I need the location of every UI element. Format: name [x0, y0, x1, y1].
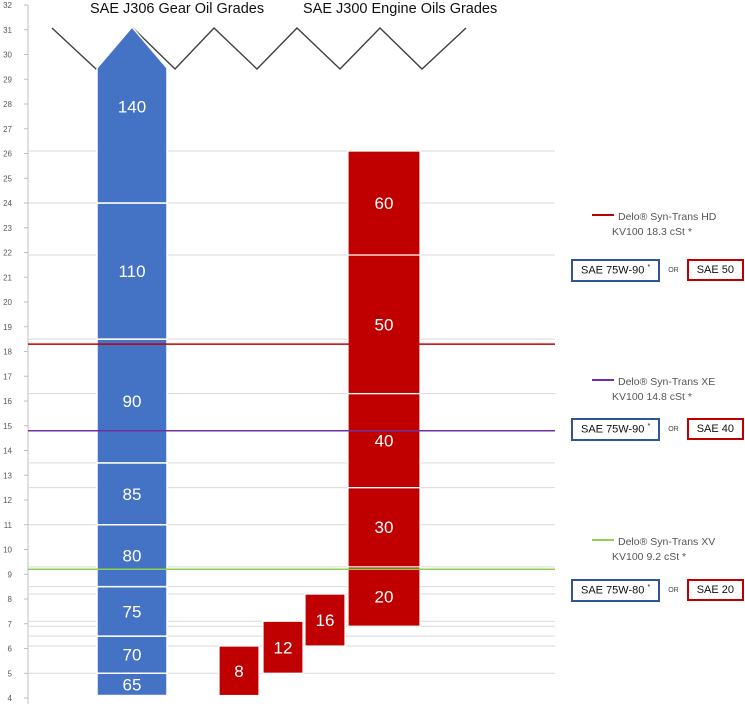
engine-grade-box-xv: SAE 20: [686, 579, 744, 602]
ref-name-xe: Delo® Syn-Trans XE: [618, 376, 716, 388]
y-tick-label: 31: [3, 26, 12, 35]
ref-swatch-hd: [592, 214, 614, 217]
ref-kv-hd: KV100 18.3 cSt *: [612, 226, 692, 238]
gear-bar-segment: [96, 635, 168, 674]
ref-name-xv: Delo® Syn-Trans XV: [618, 536, 716, 548]
y-tick-label: 9: [8, 570, 13, 579]
or-text-xv: OR: [668, 586, 679, 594]
gear-bar-label: 75: [123, 602, 142, 621]
y-tick-label: 8: [8, 595, 13, 604]
grade-row-xv: SAE 75W-80 * OR SAE 20: [571, 579, 744, 602]
gear-bar-segment: [96, 524, 168, 588]
engine-bar-label: 40: [375, 432, 394, 451]
gear-bar-label: 65: [123, 675, 142, 694]
y-tick-label: 21: [3, 273, 12, 282]
y-tick-label: 28: [3, 100, 12, 109]
engine-grade-box-hd: SAE 50: [686, 259, 744, 282]
grade-row-hd: SAE 75W-90 * OR SAE 50: [571, 259, 744, 282]
y-tick-label: 15: [3, 422, 12, 431]
gear-grade-box-hd: SAE 75W-90 *: [571, 259, 661, 282]
ref-kv-xv: KV100 9.2 cSt *: [612, 551, 687, 563]
gear-bar-segment: [96, 585, 168, 637]
engine-grade-box-xe: SAE 40: [686, 418, 744, 441]
gear-grade-box-xe: SAE 75W-90 *: [571, 418, 661, 441]
or-text-hd: OR: [668, 266, 679, 274]
y-tick-label: 5: [8, 669, 13, 678]
gear-oil-header: SAE J306 Gear Oil Grades: [90, 1, 265, 17]
y-tick-label: 10: [3, 546, 12, 555]
y-tick-label: 18: [3, 348, 12, 357]
y-tick-label: 32: [3, 1, 12, 10]
grade-row-xe: SAE 75W-90 * OR SAE 40: [571, 418, 744, 441]
y-tick-label: 12: [3, 496, 12, 505]
engine-bar-segment: [262, 620, 304, 674]
y-tick-label: 16: [3, 397, 12, 406]
y-tick-label: 7: [8, 620, 13, 629]
y-tick-label: 29: [3, 75, 12, 84]
y-tick-label: 24: [3, 199, 12, 208]
engine-bar-label: 30: [375, 518, 394, 537]
y-tick-label: 30: [3, 51, 12, 60]
engine-bar-segment: [347, 566, 421, 627]
engine-bar-segment: [347, 150, 421, 256]
gear-grade-box-xv: SAE 75W-80 *: [571, 579, 661, 602]
engine-bar-label: 60: [375, 194, 394, 213]
gear-bar-segment: [96, 462, 168, 526]
gear-bar-label: 70: [123, 646, 142, 665]
y-tick-label: 4: [8, 694, 13, 703]
ref-label-hd: Delo® Syn-Trans HD KV100 18.3 cSt *: [592, 210, 716, 240]
ref-label-xv: Delo® Syn-Trans XV KV100 9.2 cSt *: [592, 535, 715, 565]
ref-swatch-xe: [592, 379, 614, 382]
gear-bar-label: 110: [118, 262, 145, 281]
engine-bar-label: 16: [316, 611, 335, 630]
y-tick-label: 14: [3, 447, 12, 456]
y-tick-label: 6: [8, 645, 13, 654]
gear-bar-label: 80: [123, 547, 142, 566]
y-tick-label: 27: [3, 125, 12, 134]
gear-bar-segment: [96, 202, 168, 340]
y-tick-label: 23: [3, 224, 12, 233]
engine-bar-segment: [218, 645, 260, 697]
engine-bar-label: 12: [274, 638, 293, 657]
y-tick-label: 25: [3, 174, 12, 183]
y-tick-label: 13: [3, 471, 12, 480]
y-tick-label: 19: [3, 323, 12, 332]
gear-bar-segment: [96, 25, 168, 204]
engine-bar-segment: [304, 593, 346, 647]
engine-bar-label: 8: [234, 662, 243, 681]
y-tick-label: 17: [3, 372, 12, 381]
or-text-xe: OR: [668, 425, 679, 433]
engine-bar-segment: [347, 392, 421, 489]
engine-bar-segment: [347, 487, 421, 568]
gear-bar-label: 85: [123, 485, 142, 504]
ref-label-xe: Delo® Syn-Trans XE KV100 14.8 cSt *: [592, 375, 715, 405]
engine-oil-header: SAE J300 Engine Oils Grades: [303, 1, 498, 17]
engine-bar-segment: [347, 254, 421, 395]
engine-bar-label: 50: [375, 315, 394, 334]
ref-swatch-xv: [592, 539, 614, 542]
y-tick-label: 26: [3, 150, 12, 159]
gear-bar-label: 90: [123, 392, 142, 411]
ref-kv-xe: KV100 14.8 cSt *: [612, 391, 692, 403]
y-tick-label: 20: [3, 298, 12, 307]
engine-bar-label: 20: [375, 588, 394, 607]
gear-bar-label: 140: [118, 97, 146, 116]
y-tick-label: 22: [3, 249, 12, 258]
ref-name-hd: Delo® Syn-Trans HD: [618, 211, 717, 223]
y-tick-label: 11: [4, 521, 13, 530]
